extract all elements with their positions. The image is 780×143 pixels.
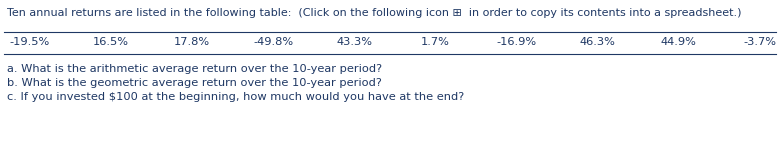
- Text: -19.5%: -19.5%: [10, 37, 50, 47]
- Text: 16.5%: 16.5%: [93, 37, 129, 47]
- Text: Ten annual returns are listed in the following table:  (Click on the following i: Ten annual returns are listed in the fol…: [7, 8, 742, 18]
- Text: a. What is the arithmetic average return over the 10-year period?: a. What is the arithmetic average return…: [7, 64, 382, 74]
- Text: -3.7%: -3.7%: [743, 37, 777, 47]
- Text: -16.9%: -16.9%: [497, 37, 537, 47]
- Text: 44.9%: 44.9%: [661, 37, 697, 47]
- Text: 46.3%: 46.3%: [580, 37, 615, 47]
- Text: 17.8%: 17.8%: [174, 37, 211, 47]
- Text: c. If you invested $100 at the beginning, how much would you have at the end?: c. If you invested $100 at the beginning…: [7, 92, 464, 102]
- Text: b. What is the geometric average return over the 10-year period?: b. What is the geometric average return …: [7, 78, 382, 88]
- Text: -49.8%: -49.8%: [254, 37, 293, 47]
- Text: 43.3%: 43.3%: [336, 37, 372, 47]
- Text: 1.7%: 1.7%: [421, 37, 450, 47]
